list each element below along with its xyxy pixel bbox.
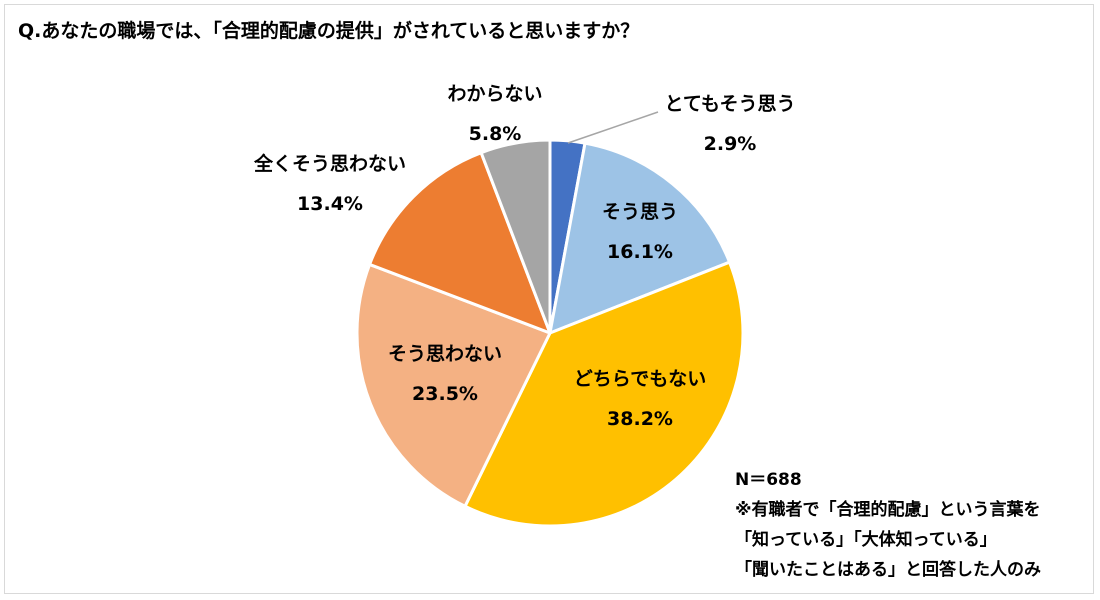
chart-note: N＝688 ※有職者で「合理的配慮」という言葉を 「知っている」「大体知っている… xyxy=(735,465,1041,585)
slice-value-label: 23.5% xyxy=(412,383,478,405)
sample-size: N＝688 xyxy=(735,470,802,490)
slice-label: とてもそう思う xyxy=(664,93,795,115)
note-line-3: 「聞いたことはある」と回答した人のみ xyxy=(735,560,1041,580)
slice-value-label: 2.9% xyxy=(704,133,757,155)
pie-slice xyxy=(368,151,552,335)
chart-title: Q.あなたの職場では、「合理的配慮の提供」がされていると思いますか？ xyxy=(18,20,640,42)
pie-slice xyxy=(355,262,552,508)
slice-value-label: 13.4% xyxy=(297,193,363,215)
slice-label: そう思わない xyxy=(388,343,502,365)
pie-slice xyxy=(463,260,745,528)
slice-value-label: 38.2% xyxy=(607,408,673,430)
pie-slice xyxy=(548,141,732,335)
slice-label: どちらでもない xyxy=(574,368,706,390)
slice-label: 全くそう思わない xyxy=(253,152,406,175)
note-line-2: 「知っている」「大体知っている」 xyxy=(735,530,997,550)
pie-slice xyxy=(479,138,552,335)
note-line-1: ※有職者で「合理的配慮」という言葉を xyxy=(735,500,1041,520)
slice-value-label: 5.8% xyxy=(469,123,522,145)
slice-label: わからない xyxy=(447,83,542,105)
leader-line xyxy=(567,111,659,144)
slice-label: そう思う xyxy=(602,201,678,223)
slice-value-label: 16.1% xyxy=(607,241,673,263)
